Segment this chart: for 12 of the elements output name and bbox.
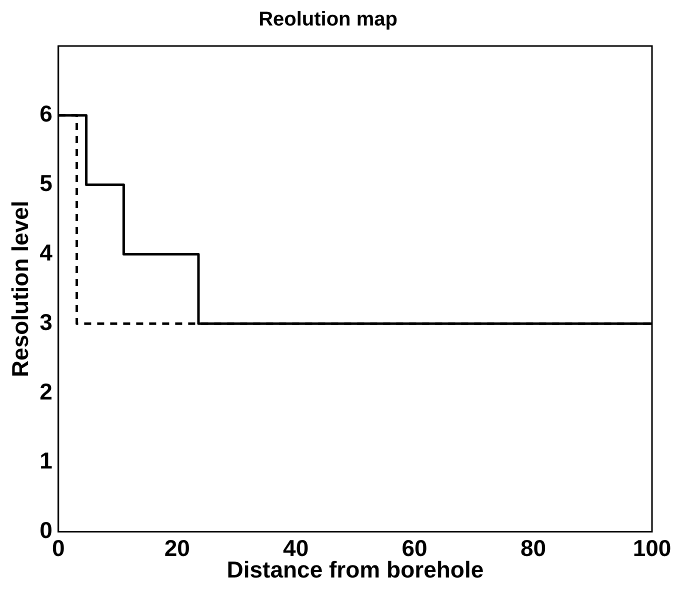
x-tick-label: 100 — [632, 534, 672, 561]
y-tick-label: 2 — [40, 378, 52, 404]
y-tick-label: 4 — [40, 240, 53, 266]
y-tick-label: 0 — [40, 517, 52, 544]
x-tick-label: 20 — [164, 534, 190, 561]
x-tick-label: 80 — [520, 534, 546, 561]
y-tick-label: 5 — [40, 170, 53, 196]
y-tick-label: 6 — [40, 100, 52, 127]
chart-title: Reolution map — [258, 8, 398, 31]
y-tick-label: 1 — [40, 448, 53, 474]
y-tick-label: 3 — [40, 308, 52, 335]
y-axis-title: Resolution level — [7, 200, 34, 378]
